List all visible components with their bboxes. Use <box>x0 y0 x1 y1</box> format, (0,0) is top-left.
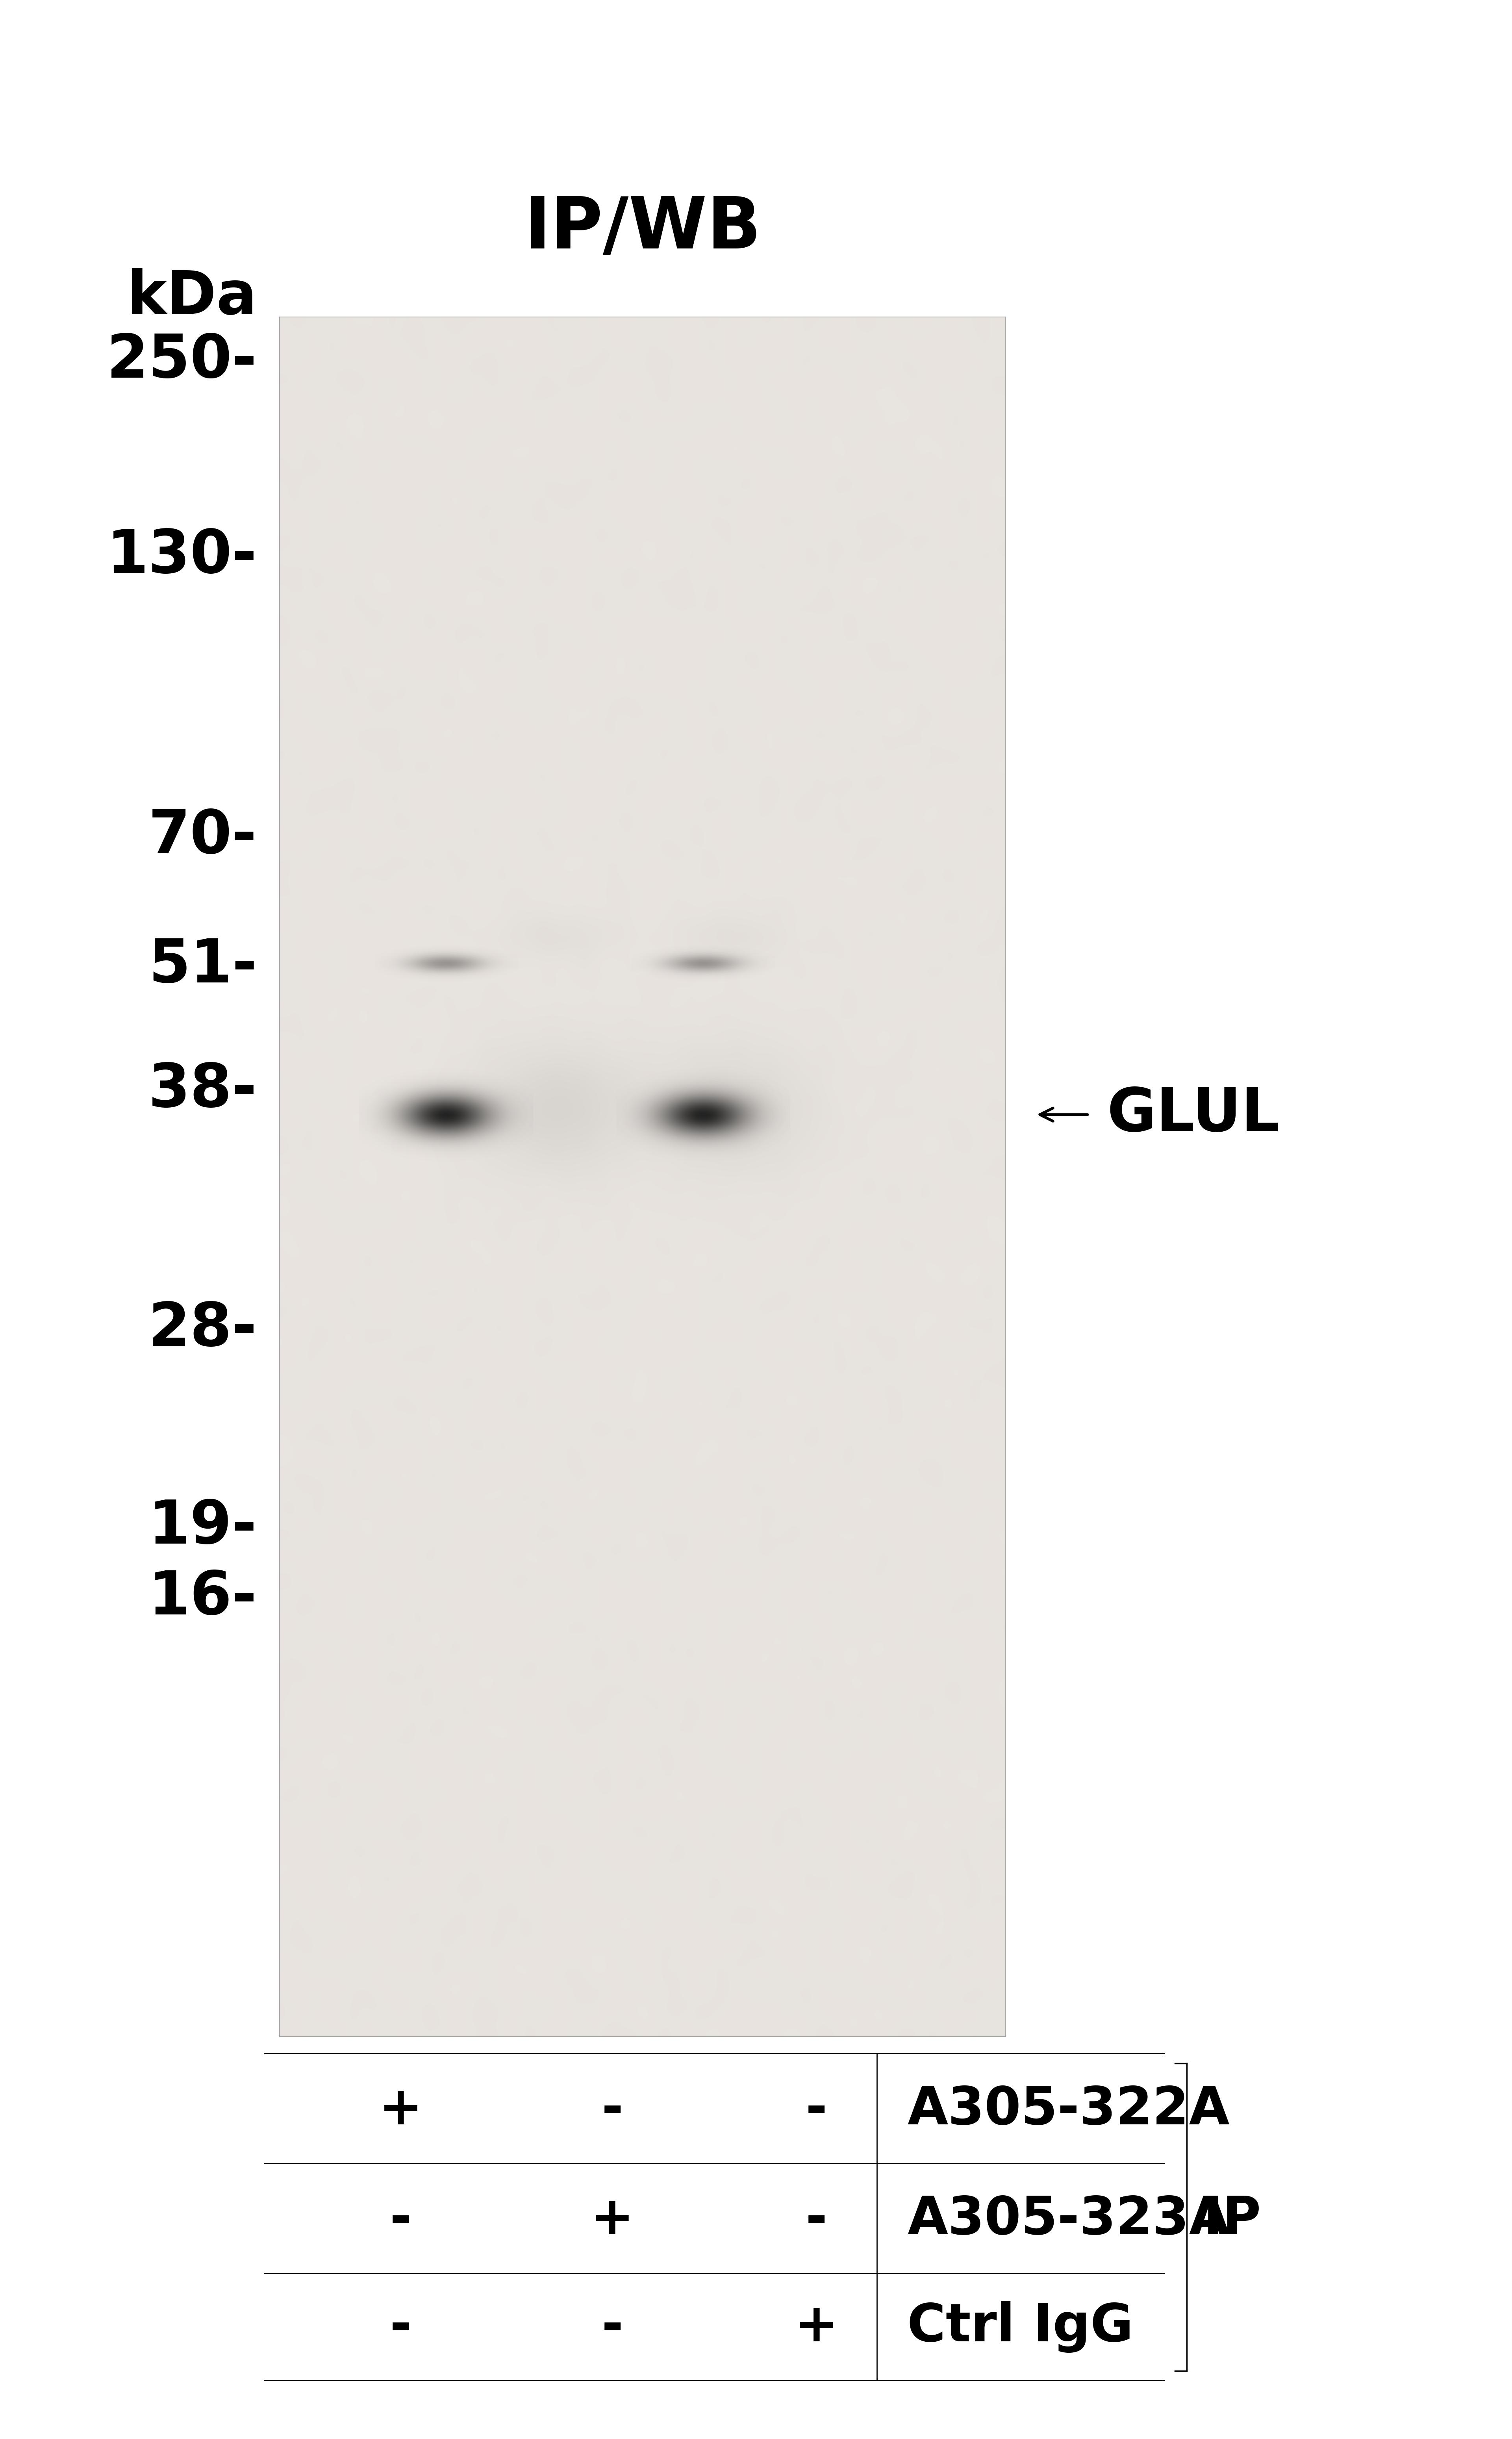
Text: -: - <box>806 2195 827 2244</box>
Text: 130-: 130- <box>107 527 257 585</box>
Text: 250-: 250- <box>107 332 257 390</box>
Text: -: - <box>390 2195 411 2244</box>
Text: IP/WB: IP/WB <box>525 195 761 263</box>
Bar <box>280 317 1005 2037</box>
Text: +: + <box>590 2195 635 2244</box>
Text: 16-: 16- <box>148 1568 257 1627</box>
Text: IP: IP <box>1204 2195 1261 2244</box>
Text: +: + <box>794 2302 839 2351</box>
Text: 19-: 19- <box>148 1498 257 1556</box>
Text: 38-: 38- <box>148 1061 257 1120</box>
Text: A305-322A: A305-322A <box>907 2085 1229 2134</box>
Text: GLUL: GLUL <box>1107 1085 1279 1144</box>
Text: -: - <box>390 2302 411 2351</box>
Text: 28-: 28- <box>148 1300 257 1359</box>
Text: 70-: 70- <box>148 807 257 866</box>
Text: +: + <box>378 2085 423 2134</box>
Text: 51-: 51- <box>148 937 257 995</box>
Text: Ctrl IgG: Ctrl IgG <box>907 2300 1134 2354</box>
Text: A305-323A: A305-323A <box>907 2195 1229 2244</box>
Text: -: - <box>602 2302 623 2351</box>
Text: -: - <box>602 2085 623 2134</box>
Text: kDa: kDa <box>127 268 257 327</box>
Text: -: - <box>806 2085 827 2134</box>
